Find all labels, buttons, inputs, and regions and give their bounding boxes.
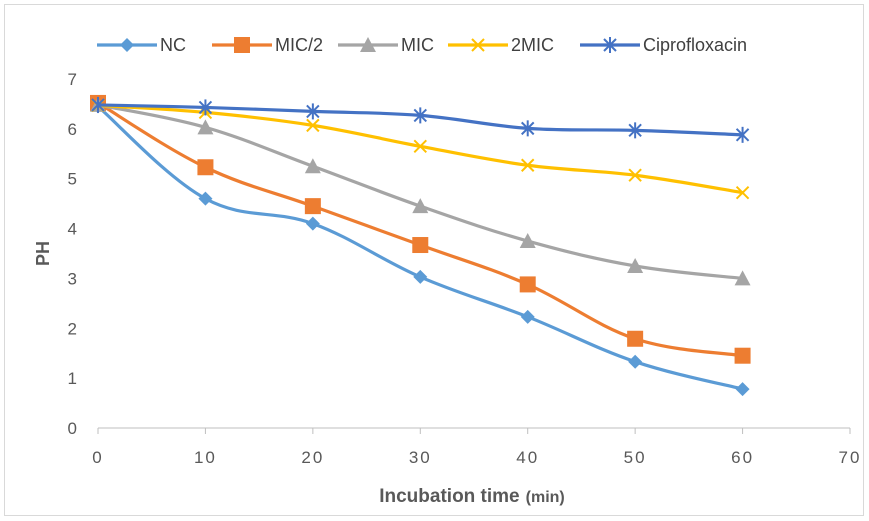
point-2mic-marker bbox=[735, 185, 750, 200]
series-mic-2 bbox=[90, 94, 751, 364]
point-2mic-marker bbox=[628, 168, 642, 182]
point-mic-2-marker bbox=[627, 330, 644, 347]
y-tick-label: 5 bbox=[68, 170, 77, 189]
x-tick-label: 70 bbox=[839, 448, 862, 467]
point-mic-marker bbox=[627, 257, 644, 273]
point-mic-2-marker bbox=[304, 198, 321, 215]
legend-label: MIC/2 bbox=[275, 35, 323, 55]
y-axis-title: PH bbox=[33, 241, 53, 266]
y-tick-label: 1 bbox=[68, 369, 77, 388]
legend-label: Ciprofloxacin bbox=[643, 35, 747, 55]
point-2mic-marker bbox=[521, 158, 535, 172]
x-tick-label: 10 bbox=[194, 448, 217, 467]
x-axis-title: Incubation time (min) bbox=[379, 486, 565, 507]
point-nc-marker bbox=[520, 309, 535, 324]
point-nc-marker bbox=[305, 216, 320, 231]
y-axis-ticks: 0 1 2 3 4 5 6 7 bbox=[68, 70, 77, 438]
legend-label: NC bbox=[160, 35, 186, 55]
point-mic-2-marker bbox=[519, 276, 536, 293]
x-tick-label: 40 bbox=[516, 448, 539, 467]
point-ciprofloxacin-marker bbox=[91, 96, 105, 113]
legend-2mic-marker bbox=[471, 38, 485, 52]
legend-item-2mic: 2MIC bbox=[448, 35, 554, 55]
legend-item-mic: MIC bbox=[338, 35, 434, 55]
point-mic-2-marker bbox=[734, 347, 751, 364]
point-mic-marker bbox=[304, 158, 321, 174]
point-2mic-marker bbox=[306, 118, 320, 133]
series-mic bbox=[90, 96, 751, 286]
legend-nc-marker bbox=[120, 38, 134, 52]
y-tick-label: 4 bbox=[68, 220, 77, 239]
x-axis-ticks: 0 10 20 30 40 50 60 70 bbox=[92, 428, 862, 467]
point-nc-marker bbox=[735, 382, 750, 397]
y-tick-label: 7 bbox=[68, 70, 77, 89]
chart-frame bbox=[4, 4, 864, 516]
point-ciprofloxacin-marker bbox=[628, 122, 642, 139]
y-tick-label: 2 bbox=[68, 319, 77, 338]
series-ciprofloxacin bbox=[91, 96, 750, 143]
x-tick-label: 30 bbox=[409, 448, 432, 467]
point-mic-2-marker bbox=[412, 237, 429, 254]
y-tick-label: 6 bbox=[68, 120, 77, 139]
y-tick-label: 0 bbox=[68, 419, 77, 438]
legend: NC MIC/2 MIC 2MIC Ciprofloxacin bbox=[97, 35, 747, 55]
point-mic-marker bbox=[519, 233, 536, 249]
point-nc-marker bbox=[198, 191, 213, 206]
legend-mic-2-marker bbox=[234, 37, 250, 53]
x-tick-label: 0 bbox=[92, 448, 103, 467]
point-ciprofloxacin-marker bbox=[306, 103, 320, 120]
point-2mic-marker bbox=[413, 139, 427, 154]
point-nc-marker bbox=[413, 269, 428, 284]
x-axis-title-main: Incubation time bbox=[379, 486, 519, 507]
series-line-mic-2 bbox=[96, 101, 745, 358]
point-ciprofloxacin-marker bbox=[413, 107, 427, 124]
legend-item-mic-2: MIC/2 bbox=[212, 35, 323, 55]
x-tick-label: 60 bbox=[731, 448, 754, 467]
legend-item-ciprofloxacin: Ciprofloxacin bbox=[580, 35, 747, 55]
point-mic-marker bbox=[734, 270, 751, 286]
point-ciprofloxacin-marker bbox=[198, 99, 213, 116]
point-mic-marker bbox=[197, 119, 214, 135]
x-tick-label: 50 bbox=[624, 448, 647, 467]
x-axis-title-unit: (min) bbox=[526, 489, 565, 506]
y-tick-label: 3 bbox=[68, 269, 77, 288]
legend-label: MIC bbox=[401, 35, 434, 55]
point-ciprofloxacin-marker bbox=[521, 120, 535, 137]
point-ciprofloxacin-marker bbox=[735, 126, 750, 143]
legend-item-nc: NC bbox=[97, 35, 186, 55]
legend-label: 2MIC bbox=[511, 35, 554, 55]
point-mic-2-marker bbox=[197, 159, 214, 176]
point-mic-marker bbox=[412, 198, 429, 214]
point-nc-marker bbox=[628, 354, 643, 369]
x-tick-label: 20 bbox=[301, 448, 324, 467]
legend-mic-marker bbox=[360, 37, 376, 52]
legend-ciprofloxacin-marker bbox=[603, 37, 617, 53]
series-group bbox=[90, 94, 751, 397]
